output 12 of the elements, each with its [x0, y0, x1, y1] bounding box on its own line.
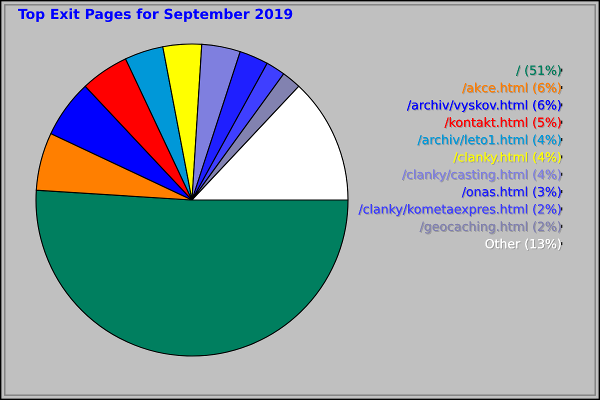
legend-label: /akce.html (6%): [462, 82, 562, 95]
legend-label: Other (13%): [485, 238, 562, 251]
legend-label: / (51%): [516, 65, 562, 78]
legend-label: /archiv/vyskov.html (6%): [406, 100, 562, 114]
chart-title: Top Exit Pages for September 2019: [18, 8, 292, 22]
legend-label: /clanky/kometaexpres.html (2%): [358, 204, 562, 218]
legend-label: /archiv/leto1.html (4%): [417, 134, 562, 147]
legend-label: /geocaching.html (2%): [420, 221, 562, 234]
legend-label: /onas.html (3%): [462, 186, 562, 199]
legend-label: /kontakt.html (5%): [444, 117, 562, 130]
legend-label: /clanky.html (4%): [453, 152, 562, 166]
legend-label: /clanky/casting.html (4%): [402, 169, 562, 182]
